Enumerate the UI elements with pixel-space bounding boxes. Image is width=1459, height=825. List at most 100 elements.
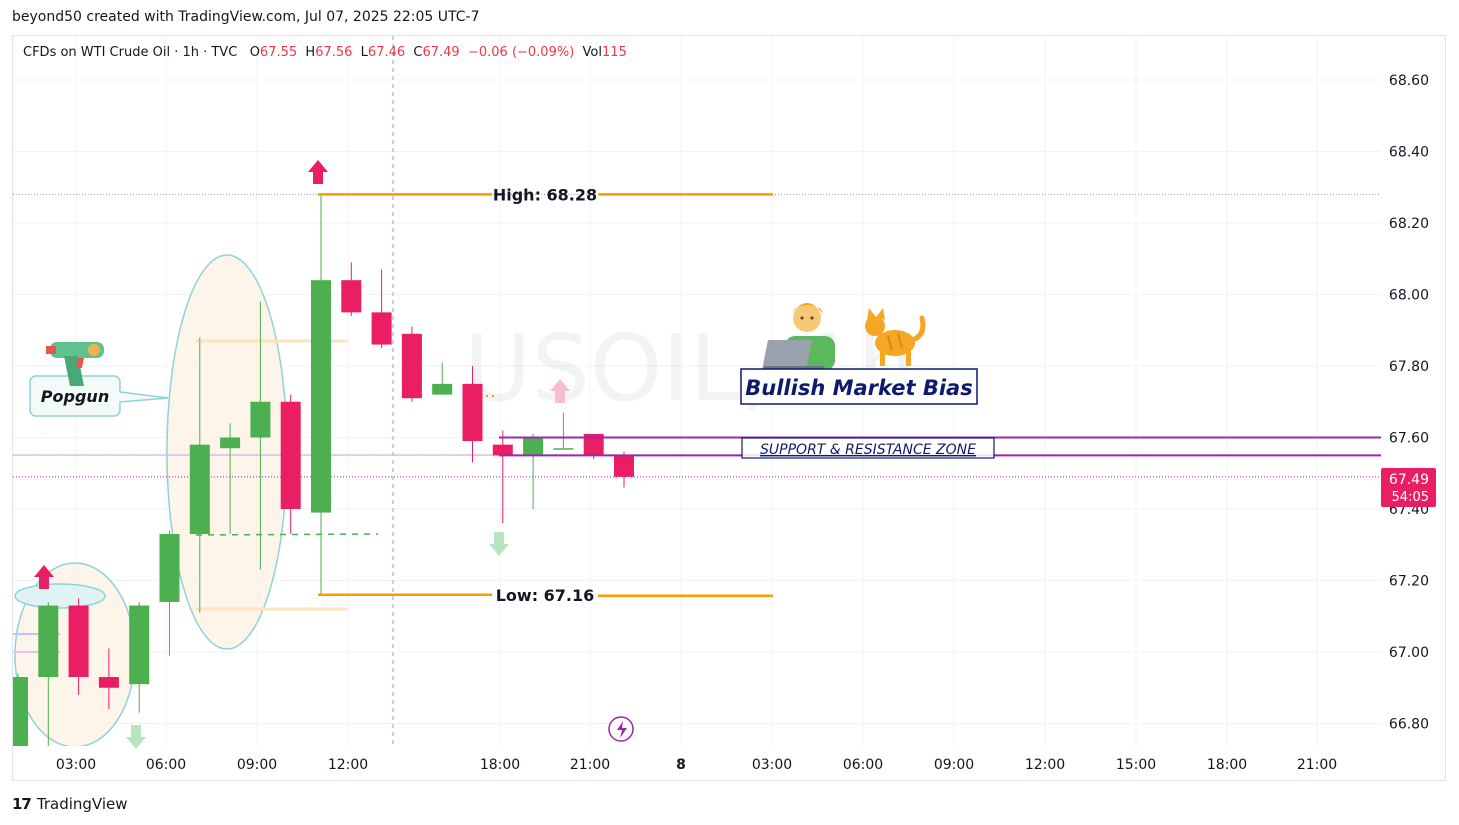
candle-series[interactable] <box>8 194 634 748</box>
candle-body[interactable] <box>220 437 241 449</box>
zone-box <box>741 437 995 459</box>
bias-label: Bullish Market Bias <box>745 376 972 400</box>
candle-body[interactable] <box>614 455 634 477</box>
popgun-callout <box>29 375 169 417</box>
candle[interactable] <box>8 673 28 748</box>
candle-body[interactable] <box>98 677 119 688</box>
last-price-value: 67.49 <box>1389 472 1429 488</box>
tradingview-footer[interactable]: 17 TradingView <box>12 795 128 813</box>
candle[interactable] <box>159 530 180 656</box>
candle-body[interactable] <box>68 605 89 678</box>
tradingview-logo-icon: 17 <box>12 795 32 813</box>
tradingview-brand: TradingView <box>36 795 128 813</box>
arrow-up-icon <box>308 160 328 184</box>
candle-body[interactable] <box>159 534 180 602</box>
legend-volume-label: Vol <box>582 45 602 60</box>
x-tick-label: 8 <box>676 757 686 773</box>
bias-box <box>740 368 978 405</box>
x-tick-label: 09:00 <box>237 757 277 773</box>
candle-body[interactable] <box>462 383 483 442</box>
y-tick-label: 68.20 <box>1389 216 1429 232</box>
legend-volume: 115 <box>602 45 627 60</box>
x-tick-label: 12:00 <box>1025 757 1065 773</box>
candle-body[interactable] <box>401 333 422 399</box>
arrow-up-icon <box>550 379 570 403</box>
candle[interactable] <box>523 433 544 509</box>
legend-high-label: H <box>305 45 316 60</box>
candle[interactable] <box>614 451 634 488</box>
candle[interactable] <box>250 301 271 570</box>
candle[interactable] <box>492 430 513 524</box>
x-tick-label: 21:00 <box>1297 757 1337 773</box>
candle-body[interactable] <box>371 312 392 345</box>
candle[interactable] <box>280 394 301 535</box>
x-tick-label: 12:00 <box>328 757 368 773</box>
candle-body[interactable] <box>432 383 453 395</box>
candle-body[interactable] <box>189 444 210 535</box>
candle-body[interactable] <box>8 677 28 749</box>
candle[interactable] <box>401 326 422 402</box>
y-tick-label: 68.40 <box>1389 145 1429 161</box>
candle-body[interactable] <box>250 401 271 438</box>
y-tick-label: 67.20 <box>1389 574 1429 590</box>
legend-change: −0.06 (−0.09%) <box>467 45 575 60</box>
candle[interactable] <box>98 648 119 710</box>
last-price-tag[interactable] <box>1381 468 1436 507</box>
y-tick-label: 67.00 <box>1389 645 1429 661</box>
candle[interactable] <box>38 601 59 749</box>
candle-body[interactable] <box>583 433 604 456</box>
x-tick-label: 09:00 <box>934 757 974 773</box>
candle[interactable] <box>189 337 210 613</box>
drawing-overlays-back <box>13 193 1381 746</box>
candle-body[interactable] <box>129 605 150 685</box>
highlight-ellipse-top <box>14 583 106 609</box>
arrow-down-icon <box>489 532 509 556</box>
candle[interactable] <box>68 598 89 695</box>
price-axis[interactable]: 68.6068.4068.2068.0067.8067.6067.4067.20… <box>1381 73 1436 733</box>
highlight-ellipse-center <box>166 254 288 650</box>
high-label: High: 68.28 <box>493 185 597 204</box>
legend-close: 67.49 <box>422 45 460 60</box>
x-tick-label: 21:00 <box>570 757 610 773</box>
candle[interactable] <box>553 412 574 450</box>
candle-body[interactable] <box>341 280 362 313</box>
candle-body[interactable] <box>280 401 301 509</box>
legend-high: 67.56 <box>315 45 353 60</box>
symbol-legend: CFDs on WTI Crude Oil · 1h · TVC O67.55 … <box>23 45 627 60</box>
popgun-label: Popgun <box>41 387 109 406</box>
candle[interactable] <box>220 423 241 535</box>
candle[interactable] <box>341 262 362 316</box>
candle[interactable] <box>129 601 150 713</box>
water-gun-icon <box>46 342 104 386</box>
y-tick-label: 66.80 <box>1389 717 1429 733</box>
x-tick-label: 03:00 <box>56 757 96 773</box>
legend-open: 67.55 <box>259 45 298 60</box>
candle-body[interactable] <box>311 280 331 513</box>
bar-countdown: 54:05 <box>1392 490 1429 505</box>
y-tick-label: 67.60 <box>1389 431 1429 447</box>
cat-icon <box>865 308 926 366</box>
lightning-bolt-icon <box>617 721 627 738</box>
y-tick-label: 67.80 <box>1389 359 1429 375</box>
candle-body[interactable] <box>553 448 574 450</box>
candle[interactable] <box>462 366 483 463</box>
candle-body[interactable] <box>492 444 513 456</box>
x-tick-label: 06:00 <box>843 757 883 773</box>
candle-body[interactable] <box>523 437 544 456</box>
chart-frame <box>12 35 1446 781</box>
candle[interactable] <box>371 269 392 349</box>
zone-label: SUPPORT & RESISTANCE ZONE <box>760 442 976 458</box>
y-tick-label: 68.60 <box>1389 73 1429 89</box>
candle-body[interactable] <box>38 605 59 678</box>
time-axis[interactable]: 03:00 06:00 09:00 12:00 18:00 21:00 8 03:00 06:0… <box>56 757 1337 773</box>
candle[interactable] <box>311 194 331 595</box>
x-tick-label: 18:00 <box>1207 757 1247 773</box>
arrow-up-icon <box>34 565 54 589</box>
dashed-level-green <box>195 533 379 536</box>
chart-attribution: beyond50 created with TradingView.com, J… <box>12 9 480 25</box>
legend-symbol[interactable]: CFDs on WTI Crude Oil · 1h · TVC <box>23 45 238 60</box>
candle[interactable] <box>432 362 453 395</box>
x-tick-label: 15:00 <box>1116 757 1156 773</box>
legend-open-label: O <box>249 45 260 60</box>
